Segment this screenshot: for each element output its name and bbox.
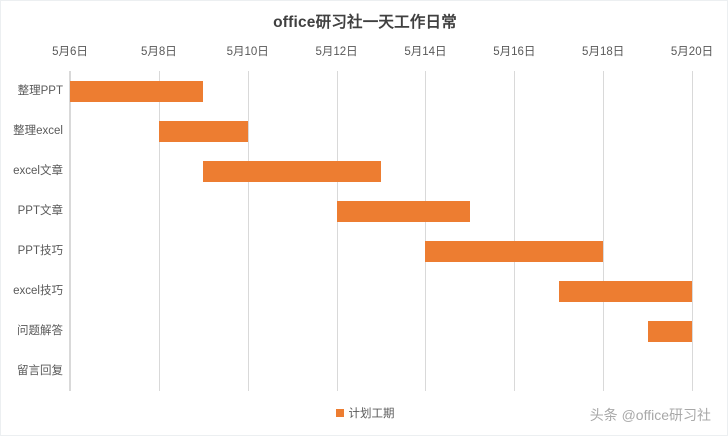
date-axis-tick-label: 5月10日 <box>226 46 269 58</box>
gantt-bar[interactable] <box>558 280 692 302</box>
gridline <box>692 71 693 391</box>
date-axis-tick-label: 5月8日 <box>140 46 177 58</box>
category-axis-label: 整理PPT <box>17 85 63 97</box>
category-axis-line <box>69 71 70 391</box>
category-axis-label: PPT技巧 <box>17 245 63 257</box>
legend-color-swatch <box>335 409 344 417</box>
legend-item-planned-duration[interactable]: 计划工期 <box>335 405 395 421</box>
category-axis-label: excel文章 <box>13 165 63 177</box>
gridline <box>70 71 71 391</box>
watermark: 头条 @office研习社 <box>589 407 711 423</box>
gridline <box>425 71 427 391</box>
gantt-bar[interactable] <box>203 160 381 182</box>
category-axis-label: PPT文章 <box>17 205 63 217</box>
gantt-bar[interactable] <box>336 200 470 222</box>
date-axis: 5月6日 5月8日 5月10日 5月12日 5月14日 5月16日 5月18日 5月20日 <box>1 43 727 63</box>
legend-item-label: 计划工期 <box>348 408 395 420</box>
category-axis-label: excel技巧 <box>13 285 63 297</box>
gantt-bar[interactable] <box>158 120 248 142</box>
category-axis-label: 整理excel <box>13 125 63 137</box>
gridline <box>158 71 160 391</box>
date-axis-tick-label: 5月18日 <box>582 46 625 58</box>
category-axis-label: 留言回复 <box>17 365 63 377</box>
gridline <box>514 71 516 391</box>
date-axis-tick-label: 5月6日 <box>52 46 88 58</box>
date-axis-tick-label: 5月12日 <box>315 46 358 58</box>
gridline <box>247 71 249 391</box>
gridline <box>603 71 605 391</box>
gantt-bar[interactable] <box>425 240 604 262</box>
gantt-bar[interactable] <box>647 320 692 342</box>
category-axis-label: 问题解答 <box>17 325 63 337</box>
page-title: office研习社一天工作日常 <box>273 14 457 31</box>
category-axis: 整理PPT 整理excel excel文章 PPT文章 PPT技巧 excel技巧 问题解答… <box>1 71 70 391</box>
gantt-bar[interactable] <box>70 80 204 102</box>
date-axis-tick-label: 5月20日 <box>670 46 714 58</box>
chart-legend: 计划工期 <box>1 404 727 422</box>
plot-area <box>70 71 693 391</box>
date-axis-tick-label: 5月14日 <box>404 46 447 58</box>
gridline <box>336 71 338 391</box>
date-axis-tick-label: 5月16日 <box>493 46 536 58</box>
